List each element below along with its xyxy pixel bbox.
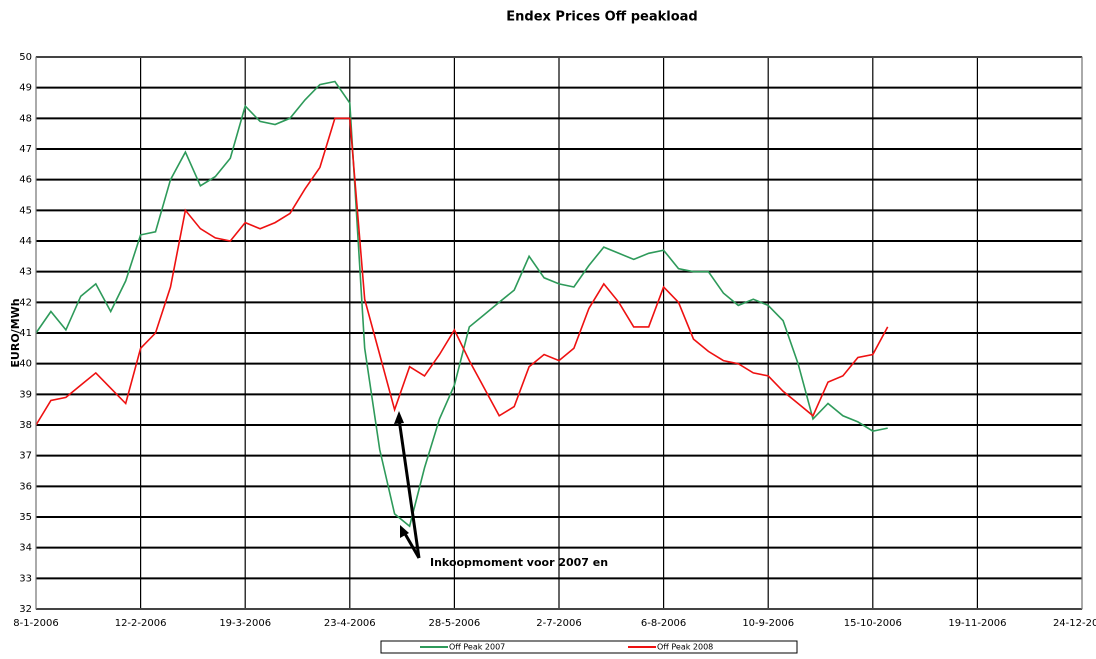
y-tick-label: 39 [19, 389, 32, 400]
y-tick-label: 46 [19, 175, 32, 186]
y-tick-label: 36 [19, 481, 32, 492]
y-tick-label: 32 [19, 604, 32, 615]
chart-title: Endex Prices Off peakload [506, 10, 697, 25]
plot-area [35, 56, 1083, 610]
x-tick-label: 6-8-2006 [641, 618, 686, 629]
y-axis-label: EURO/MWh [9, 298, 22, 367]
y-tick-label: 40 [19, 359, 32, 370]
y-tick-label: 41 [19, 328, 32, 339]
x-tick-label: 2-7-2006 [536, 618, 581, 629]
x-tick-label: 8-1-2006 [13, 618, 58, 629]
y-tick-label: 35 [19, 512, 32, 523]
x-tick-label: 10-9-2006 [742, 618, 794, 629]
y-tick-label: 47 [19, 144, 32, 155]
annotation: Inkoopmoment voor 2007 en [430, 556, 608, 569]
y-tick-label: 50 [19, 52, 32, 63]
x-tick-label: 28-5-2006 [429, 618, 481, 629]
x-tick-label: 23-4-2006 [324, 618, 376, 629]
legend [380, 640, 798, 654]
x-tick-label: 24-12-2006 [1053, 618, 1096, 629]
series-line [35, 80, 888, 528]
y-tick-label: 48 [19, 113, 32, 124]
legend-label: Off Peak 2008 [657, 643, 713, 652]
y-tick-label: 42 [19, 297, 32, 308]
y-tick-label: 38 [19, 420, 32, 431]
y-tick-label: 33 [19, 573, 32, 584]
y-tick-label: 43 [19, 267, 32, 278]
x-tick-label: 15-10-2006 [844, 618, 902, 629]
legend-label: Off Peak 2007 [449, 643, 505, 652]
y-tick-label: 34 [19, 543, 32, 554]
annotation-arrows [394, 411, 421, 559]
x-tick-label: 12-2-2006 [115, 618, 167, 629]
series-line [35, 117, 889, 426]
y-tick-label: 49 [19, 83, 32, 94]
y-tick-label: 45 [19, 205, 32, 216]
y-tick-label: 44 [19, 236, 32, 247]
plot-border [35, 56, 1083, 610]
x-tick-label: 19-3-2006 [219, 618, 271, 629]
y-tick-label: 37 [19, 451, 32, 462]
x-tick-label: 19-11-2006 [948, 618, 1006, 629]
